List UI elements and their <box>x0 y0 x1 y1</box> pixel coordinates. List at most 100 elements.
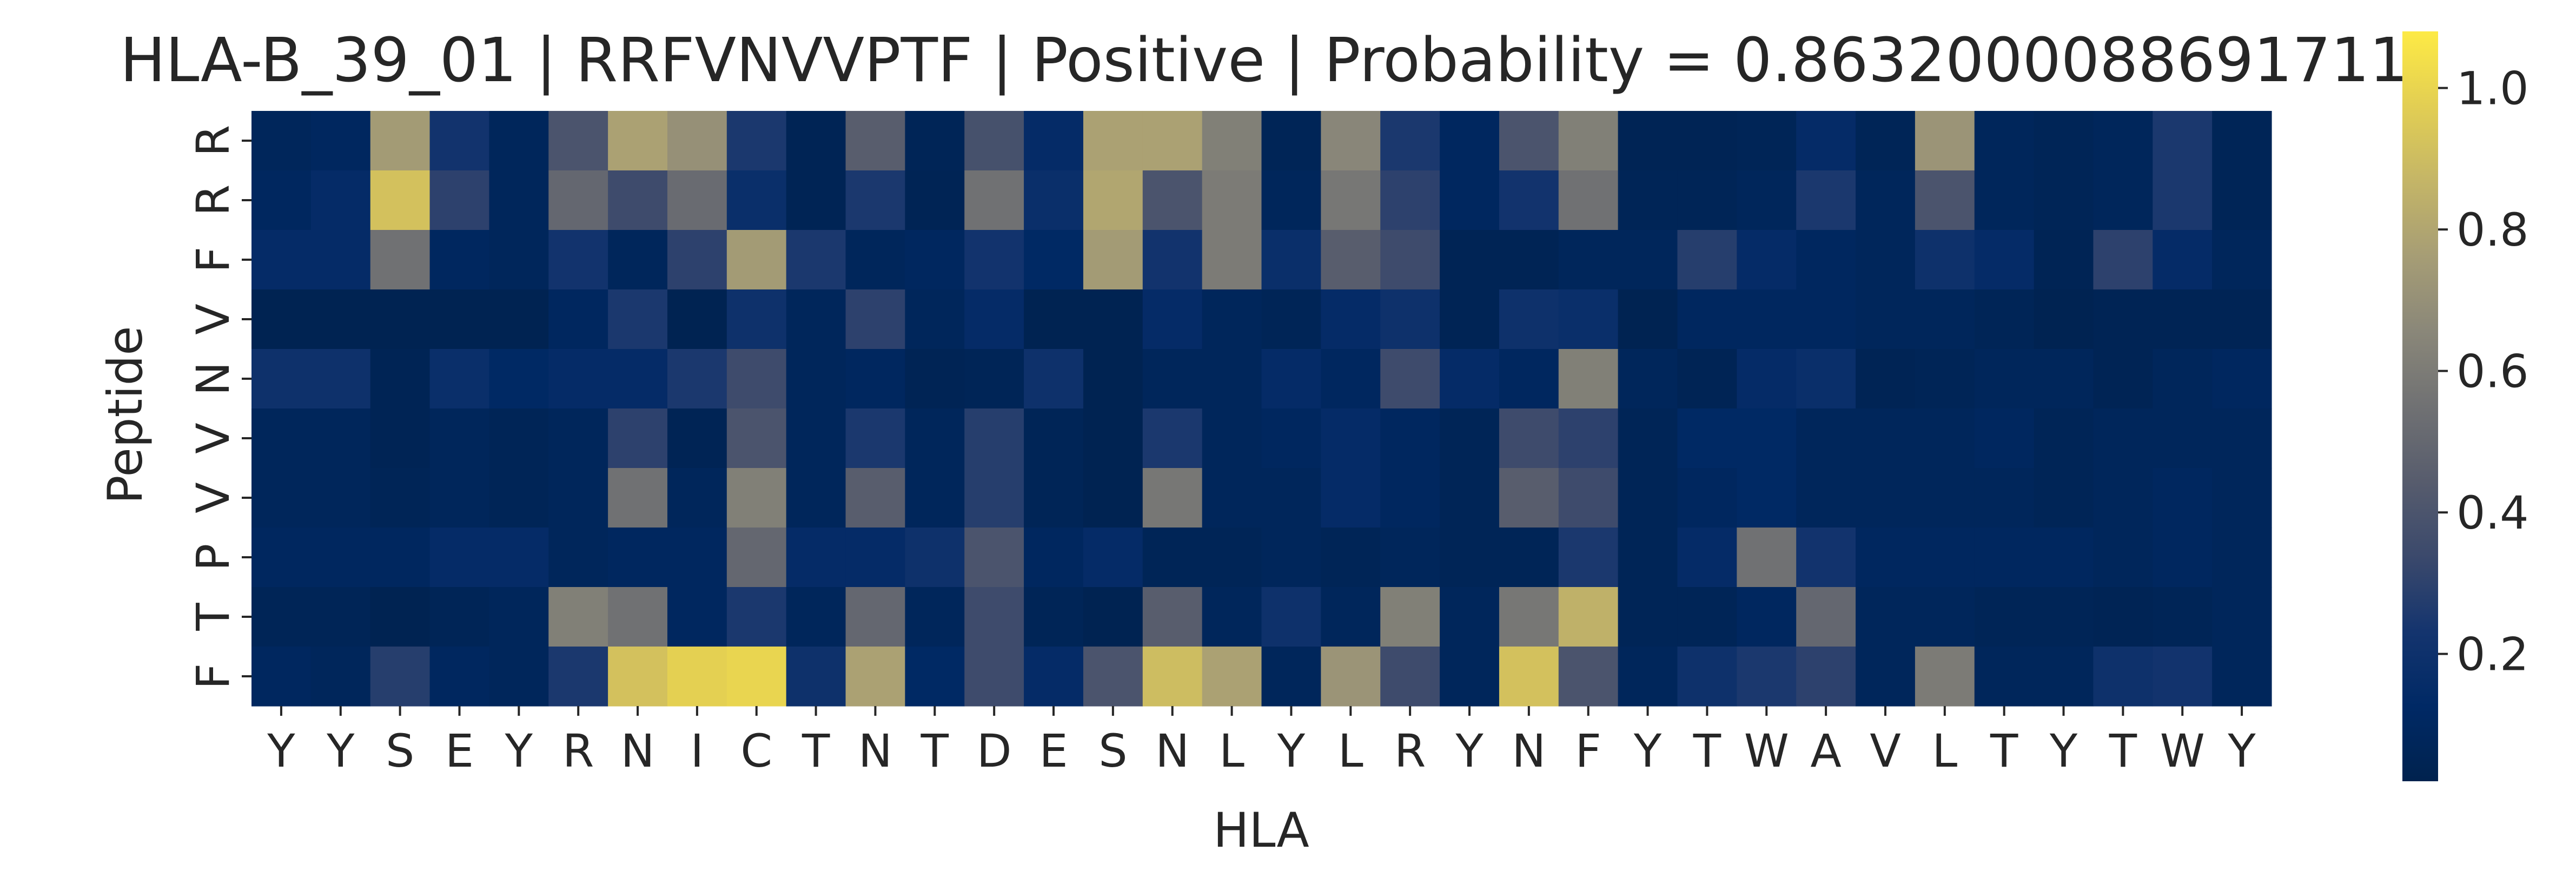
heatmap-cell-r1-c27 <box>1856 170 1916 230</box>
x-tick-label: N <box>858 724 892 777</box>
heatmap-cell-r1-c21 <box>1499 170 1559 230</box>
heatmap-cell-r6-c19 <box>1380 468 1440 528</box>
heatmap-cell-r2-c9 <box>786 230 846 290</box>
heatmap-cell-r4-c7 <box>667 349 727 409</box>
heatmap-cell-r0-c27 <box>1856 111 1916 171</box>
heatmap-cell-r3-c31 <box>2093 289 2153 350</box>
heatmap-cell-r9-c30 <box>2034 647 2094 707</box>
heatmap-cell-r4-c11 <box>905 349 965 409</box>
heatmap-cell-r8-c10 <box>845 587 905 647</box>
heatmap-cell-r3-c12 <box>964 289 1024 350</box>
heatmap-cell-r1-c4 <box>489 170 549 230</box>
heatmap-cell-r1-c26 <box>1796 170 1856 230</box>
heatmap-cell-r1-c20 <box>1440 170 1500 230</box>
x-tick-label: F <box>1575 724 1601 777</box>
x-tick-label: R <box>562 724 594 777</box>
heatmap-cell-r0-c2 <box>370 111 431 171</box>
heatmap-cell-r0-c30 <box>2034 111 2094 171</box>
heatmap-cell-r8-c5 <box>548 587 608 647</box>
x-tick-label: T <box>1990 724 2018 777</box>
heatmap-cell-r5-c9 <box>786 408 846 469</box>
heatmap-cell-r6-c31 <box>2093 468 2153 528</box>
heatmap-cell-r1-c7 <box>667 170 727 230</box>
heatmap-cell-r3-c14 <box>1083 289 1143 350</box>
heatmap-cell-r1-c8 <box>726 170 787 230</box>
heatmap-cell-r6-c0 <box>251 468 312 528</box>
heatmap-cell-r5-c26 <box>1796 408 1856 469</box>
heatmap-cell-r4-c14 <box>1083 349 1143 409</box>
heatmap-cell-r9-c6 <box>608 647 668 707</box>
heatmap-cell-r4-c31 <box>2093 349 2153 409</box>
heatmap-cell-r9-c32 <box>2153 647 2213 707</box>
x-tick-label: N <box>1155 724 1189 777</box>
heatmap-cell-r5-c12 <box>964 408 1024 469</box>
heatmap-cell-r3-c5 <box>548 289 608 350</box>
colorbar <box>2402 31 2438 781</box>
heatmap-cell-r2-c27 <box>1856 230 1916 290</box>
heatmap-cell-r6-c32 <box>2153 468 2213 528</box>
heatmap-cell-r9-c28 <box>1915 647 1975 707</box>
heatmap-cell-r3-c17 <box>1261 289 1321 350</box>
heatmap-cell-r2-c5 <box>548 230 608 290</box>
colorbar-tick-label: 0.2 <box>2456 628 2529 681</box>
x-tick-label: S <box>386 724 414 777</box>
heatmap-cell-r2-c22 <box>1558 230 1619 290</box>
heatmap-cell-r2-c32 <box>2153 230 2213 290</box>
heatmap-cell-r2-c10 <box>845 230 905 290</box>
heatmap-cell-r4-c25 <box>1737 349 1797 409</box>
heatmap-cell-r3-c26 <box>1796 289 1856 350</box>
heatmap-cell-r9-c13 <box>1024 647 1084 707</box>
heatmap-cell-r9-c1 <box>310 647 371 707</box>
heatmap-cell-r5-c19 <box>1380 408 1440 469</box>
heatmap-cell-r2-c3 <box>429 230 490 290</box>
heatmap-cell-r0-c0 <box>251 111 312 171</box>
y-axis-label: Peptide <box>97 326 153 504</box>
heatmap-cell-r1-c1 <box>310 170 371 230</box>
x-tick-label: T <box>2109 724 2137 777</box>
heatmap-cell-r5-c6 <box>608 408 668 469</box>
x-tick-label: Y <box>1455 724 1484 777</box>
colorbar-tick-label: 0.8 <box>2456 203 2529 256</box>
heatmap-cell-r5-c22 <box>1558 408 1619 469</box>
heatmap-cell-r3-c23 <box>1618 289 1678 350</box>
heatmap-cell-r7-c25 <box>1737 528 1797 588</box>
heatmap-cell-r7-c14 <box>1083 528 1143 588</box>
heatmap-cell-r6-c18 <box>1321 468 1381 528</box>
heatmap-cell-r0-c5 <box>548 111 608 171</box>
heatmap-cell-r7-c31 <box>2093 528 2153 588</box>
y-tick-label: V <box>187 423 240 453</box>
y-tick-label: R <box>187 184 240 216</box>
heatmap-cell-r6-c22 <box>1558 468 1619 528</box>
heatmap-cell-r6-c10 <box>845 468 905 528</box>
x-tick-label: T <box>921 724 949 777</box>
x-tick-label: S <box>1098 724 1127 777</box>
heatmap-cell-r7-c19 <box>1380 528 1440 588</box>
heatmap-cell-r5-c16 <box>1202 408 1262 469</box>
heatmap-cell-r0-c33 <box>2212 111 2272 171</box>
heatmap-cell-r3-c1 <box>310 289 371 350</box>
heatmap-cell-r1-c13 <box>1024 170 1084 230</box>
heatmap-cell-r9-c12 <box>964 647 1024 707</box>
heatmap-cell-r7-c22 <box>1558 528 1619 588</box>
heatmap-cell-r4-c10 <box>845 349 905 409</box>
heatmap-cell-r4-c12 <box>964 349 1024 409</box>
heatmap-cell-r0-c26 <box>1796 111 1856 171</box>
heatmap-cell-r1-c12 <box>964 170 1024 230</box>
heatmap-cell-r7-c2 <box>370 528 431 588</box>
heatmap-cell-r7-c9 <box>786 528 846 588</box>
heatmap-cell-r3-c16 <box>1202 289 1262 350</box>
y-tick-label: N <box>187 362 240 396</box>
heatmap-cell-r1-c2 <box>370 170 431 230</box>
heatmap-cell-r0-c25 <box>1737 111 1797 171</box>
heatmap-cell-r4-c28 <box>1915 349 1975 409</box>
heatmap-cell-r1-c14 <box>1083 170 1143 230</box>
heatmap-cell-r0-c20 <box>1440 111 1500 171</box>
x-axis-label: HLA <box>1213 802 1309 858</box>
heatmap-cell-r9-c19 <box>1380 647 1440 707</box>
heatmap-cell-r3-c3 <box>429 289 490 350</box>
heatmap-cell-r9-c17 <box>1261 647 1321 707</box>
heatmap-cell-r6-c5 <box>548 468 608 528</box>
heatmap-cell-r6-c9 <box>786 468 846 528</box>
heatmap-cell-r9-c33 <box>2212 647 2272 707</box>
heatmap-cell-r8-c14 <box>1083 587 1143 647</box>
